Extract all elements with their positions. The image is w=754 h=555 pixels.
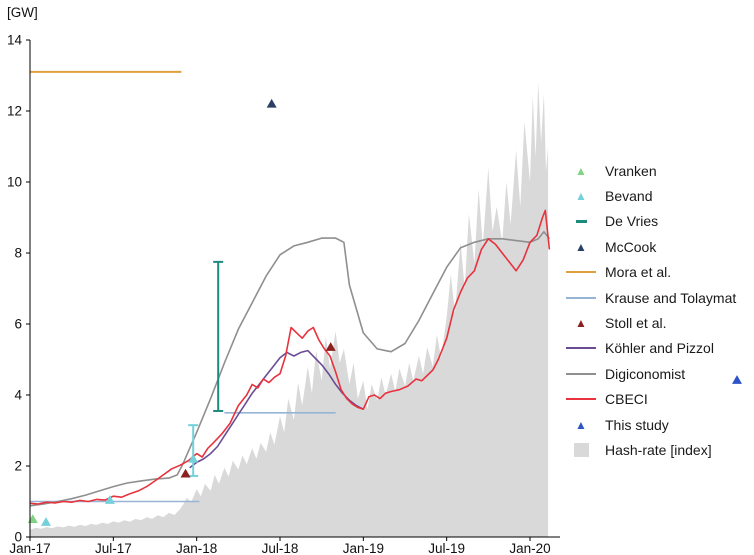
y-tick-label: 8 (14, 246, 22, 261)
legend-item-bevand: ▲ Bevand (566, 183, 736, 208)
line-legend-marker-icon (566, 296, 596, 299)
legend-item-k-hler-and-pizzol: Köhler and Pizzol (566, 336, 736, 361)
line-legend-marker-icon (566, 271, 596, 274)
legend-label: Bevand (605, 188, 653, 205)
legend-label: Mora et al. (605, 264, 672, 281)
legend-label: Köhler and Pizzol (605, 340, 714, 357)
legend-item-hash-rate-index: Hash-rate [index] (566, 437, 736, 462)
legend-item-vranken: ▲ Vranken (566, 158, 736, 183)
legend-label: De Vries (605, 213, 659, 230)
k-hler-and-pizzol-line (189, 349, 364, 469)
x-tick-label: Jan-19 (343, 541, 384, 555)
triangle-legend-marker-icon: ▲ (575, 417, 587, 432)
legend-item-stoll-et-al: ▲ Stoll et al. (566, 310, 736, 335)
bevand-error-bar (188, 424, 199, 477)
y-tick-label: 0 (14, 530, 22, 545)
x-tick-label: Jul-17 (95, 541, 132, 555)
bevand-marker (104, 495, 115, 504)
triangle-legend-marker-icon: ▲ (575, 189, 587, 204)
legend-item-mccook: ▲ McCook (566, 234, 736, 259)
y-tick-label: 14 (7, 33, 23, 48)
bevand-marker (40, 517, 51, 526)
mccook-marker (266, 98, 277, 108)
y-tick-label: 12 (7, 104, 22, 119)
y-tick-label: 6 (14, 317, 22, 332)
stoll-et-al-marker (325, 342, 336, 351)
legend-item-de-vries: De Vries (566, 209, 736, 234)
line-legend-marker-icon (566, 347, 596, 350)
triangle-legend-marker-icon: ▲ (575, 163, 587, 178)
line-legend-marker-icon (566, 398, 596, 401)
legend-label: This study (605, 416, 669, 433)
legend-item-digiconomist: Digiconomist (566, 361, 736, 386)
legend-label: Krause and Tolaymat (605, 289, 737, 306)
legend-label: Digiconomist (605, 365, 686, 382)
x-tick-label: Jul-19 (428, 541, 465, 555)
hash-rate-index-area (30, 82, 549, 537)
this-study-marker (732, 375, 742, 384)
legend-item-cbeci: CBECI (566, 387, 736, 412)
y-tick-label: 2 (14, 459, 22, 474)
x-tick-label: Jan-17 (9, 541, 50, 555)
legend-label: McCook (605, 238, 657, 255)
legend-item-krause-and-tolaymat: Krause and Tolaymat (566, 285, 736, 310)
x-tick-label: Jan-20 (509, 541, 550, 555)
legend-label: Vranken (605, 162, 657, 179)
legend-label: Stoll et al. (605, 315, 667, 332)
legend-label: Hash-rate [index] (605, 441, 712, 458)
vranken-marker (27, 514, 38, 523)
de-vries-error-bar (213, 260, 224, 412)
y-tick-label: 10 (7, 175, 22, 190)
area-legend-marker-icon (573, 442, 589, 457)
line-legend-marker-icon (566, 372, 596, 375)
legend-item-this-study: ▲ This study (566, 412, 736, 437)
legend-label: CBECI (605, 391, 648, 408)
dash-legend-marker-icon (575, 219, 587, 223)
y-axis-title: [GW] (7, 5, 38, 20)
x-tick-label: Jul-18 (262, 541, 299, 555)
digiconomist-line (29, 230, 551, 507)
chart-legend: ▲ Vranken ▲ Bevand De Vries ▲ McCook Mora et al… (566, 158, 736, 463)
x-tick-label: Jan-18 (176, 541, 217, 555)
cbeci-line (29, 209, 551, 505)
triangle-legend-marker-icon: ▲ (575, 239, 587, 254)
bevand-marker (188, 453, 199, 463)
y-tick-label: 4 (14, 388, 22, 403)
legend-item-mora-et-al: Mora et al. (566, 260, 736, 285)
triangle-legend-marker-icon: ▲ (575, 316, 587, 331)
stoll-et-al-marker (180, 468, 191, 478)
